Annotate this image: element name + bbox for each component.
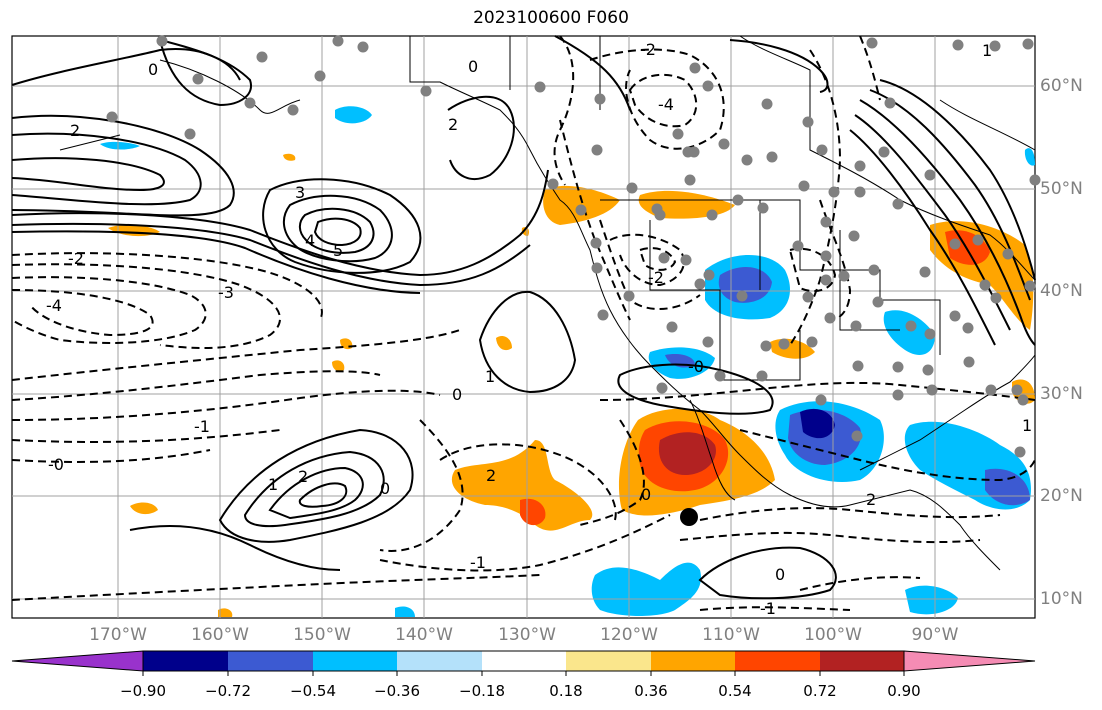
coldest-core-gulf bbox=[800, 408, 835, 439]
contour-label: -2 bbox=[648, 268, 664, 287]
warm-spot-1 bbox=[496, 336, 512, 351]
colorbar-tick-label: −0.18 bbox=[459, 682, 505, 700]
contour-label: 2 bbox=[486, 466, 496, 485]
contour-label: 1 bbox=[1022, 416, 1032, 435]
lat-label: 60°N bbox=[1040, 76, 1083, 96]
contour-label: -2 bbox=[640, 40, 656, 59]
warm-spot-7 bbox=[283, 153, 296, 161]
contours bbox=[11, 35, 1036, 600]
marker-dot bbox=[680, 508, 698, 526]
contour-labels: 0 2 4 5 3 2 1 0 -2 -4 -3 1 2 -1 -0 0 2 0… bbox=[46, 40, 1032, 618]
colorbar-tick-label: 0.72 bbox=[803, 682, 837, 700]
colorbar-tick-label: −0.72 bbox=[205, 682, 251, 700]
colorbar-tick-label: 0.36 bbox=[634, 682, 668, 700]
contour-label: -1 bbox=[470, 553, 486, 572]
colorbar-tick-label: 0.54 bbox=[718, 682, 752, 700]
contour-label: 2 bbox=[70, 121, 80, 140]
cool-area-gulf-alaska bbox=[335, 106, 372, 124]
map-title: 2023100600 F060 bbox=[473, 8, 629, 28]
lon-label: 100°W bbox=[804, 625, 862, 645]
stations bbox=[106, 35, 1041, 458]
lon-label: 120°W bbox=[600, 625, 658, 645]
lon-label: 110°W bbox=[702, 625, 760, 645]
contour-label: -0 bbox=[48, 455, 64, 474]
contour-label: 1 bbox=[982, 41, 992, 60]
contour-label: -2 bbox=[68, 249, 84, 268]
lat-label: 50°N bbox=[1040, 179, 1083, 199]
warm-spot-ocean bbox=[520, 498, 546, 526]
contour-label: 3 bbox=[295, 183, 305, 202]
cool-area-bering bbox=[100, 141, 140, 150]
warm-area-ocean bbox=[451, 440, 593, 531]
contour-label: -4 bbox=[46, 296, 62, 315]
contour-label: -0 bbox=[688, 357, 704, 376]
colorbar-tick-label: −0.36 bbox=[374, 682, 420, 700]
contour-label: 1 bbox=[268, 475, 278, 494]
warm-spot-2 bbox=[130, 502, 158, 515]
cool-area-tropics bbox=[591, 562, 701, 616]
lon-label: 140°W bbox=[395, 625, 453, 645]
lat-label: 30°N bbox=[1040, 384, 1083, 404]
lat-label: 10°N bbox=[1040, 589, 1083, 609]
warm-spot-4 bbox=[332, 360, 345, 372]
warm-spot-6 bbox=[218, 608, 233, 617]
colorbar bbox=[11, 650, 1036, 676]
lon-label: 130°W bbox=[498, 625, 556, 645]
contour-label: 1 bbox=[485, 367, 495, 386]
contour-label: 0 bbox=[380, 479, 390, 498]
contour-label: -1 bbox=[760, 599, 776, 618]
lon-label: 160°W bbox=[191, 625, 249, 645]
colorbar-tick-label: 0.90 bbox=[887, 682, 921, 700]
contour-label: 0 bbox=[468, 57, 478, 76]
colorbar-tick-label: 0.18 bbox=[549, 682, 583, 700]
lat-label: 40°N bbox=[1040, 281, 1083, 301]
cool-spot-sw-pacific bbox=[395, 606, 415, 617]
cool-area-east-coast bbox=[1024, 148, 1035, 166]
colorbar-tick-label: −0.54 bbox=[290, 682, 336, 700]
contour-label: 2 bbox=[448, 115, 458, 134]
contour-label: 5 bbox=[333, 241, 343, 260]
cold-area-rockies bbox=[718, 266, 772, 303]
cool-area-se-tropics bbox=[905, 585, 958, 615]
contour-label: 4 bbox=[305, 231, 315, 250]
contour-label: 0 bbox=[148, 60, 158, 79]
cool-area-plains bbox=[883, 310, 935, 355]
lat-label: 20°N bbox=[1040, 486, 1083, 506]
colorbar-tick-label: −0.90 bbox=[120, 682, 166, 700]
contour-label: 0 bbox=[775, 565, 785, 584]
contour-label: 2 bbox=[298, 467, 308, 486]
contour-label: 0 bbox=[452, 385, 462, 404]
lon-label: 90°W bbox=[911, 625, 959, 645]
contour-label: 2 bbox=[866, 490, 876, 509]
hottest-core-mexico bbox=[658, 432, 716, 475]
map-frame bbox=[11, 35, 1036, 619]
contour-label: -4 bbox=[658, 95, 674, 114]
graticule bbox=[12, 36, 1035, 618]
contour-label: -1 bbox=[194, 417, 210, 436]
lon-label: 170°W bbox=[89, 625, 147, 645]
contour-label: -3 bbox=[218, 283, 234, 302]
lon-label: 150°W bbox=[293, 625, 351, 645]
contour-label: 0 bbox=[641, 485, 651, 504]
